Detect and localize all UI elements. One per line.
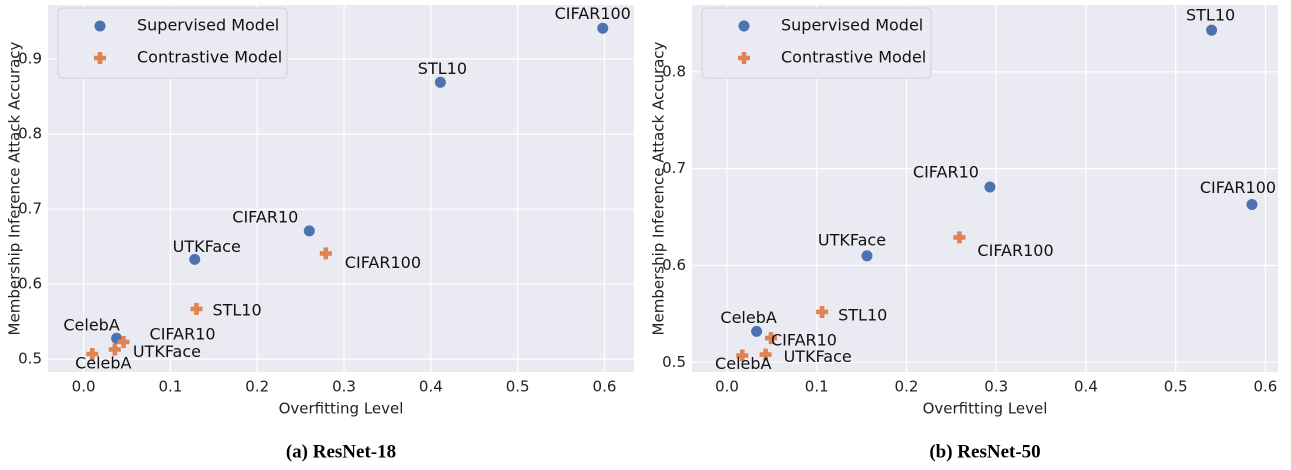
point xyxy=(984,181,996,193)
point xyxy=(816,305,829,318)
point-label: CelebA xyxy=(63,316,119,335)
x-tick-label: 0.1 xyxy=(158,378,182,396)
point-label: STL10 xyxy=(1186,6,1235,25)
y-tick-label: 0.9 xyxy=(18,50,42,68)
x-tick-label: 0.2 xyxy=(895,378,919,396)
point xyxy=(759,348,772,361)
point xyxy=(189,253,201,265)
x-tick-label: 0.4 xyxy=(1074,378,1098,396)
y-tick-label: 0.7 xyxy=(662,159,686,177)
x-axis-label: Overfitting Level xyxy=(279,400,404,418)
point xyxy=(751,325,763,337)
y-tick-label: 0.7 xyxy=(18,200,42,218)
legend-label: Supervised Model xyxy=(781,16,923,35)
y-axis-label: Membership Inference Attack Accuracy xyxy=(650,41,668,335)
x-axis-label: Overfitting Level xyxy=(923,400,1048,418)
point-label: UTKFace xyxy=(784,347,852,366)
point-label: CIFAR100 xyxy=(555,4,631,23)
point xyxy=(736,349,749,362)
point-label: CIFAR100 xyxy=(977,241,1053,260)
point xyxy=(303,225,315,237)
x-tick-label: 0.5 xyxy=(1164,378,1188,396)
y-axis-label: Membership Inference Attack Accuracy xyxy=(6,41,24,335)
x-tick-label: 0.3 xyxy=(332,378,356,396)
point-label: STL10 xyxy=(838,305,887,324)
point xyxy=(190,302,203,315)
y-tick-label: 0.6 xyxy=(18,275,42,293)
x-tick-label: 0.0 xyxy=(72,378,96,396)
point xyxy=(953,231,966,244)
point xyxy=(764,332,777,345)
x-tick-label: 0.0 xyxy=(715,378,739,396)
y-tick-label: 0.8 xyxy=(662,62,686,80)
point xyxy=(861,250,873,262)
point-label: CIFAR100 xyxy=(345,253,421,272)
point-label: CelebA xyxy=(720,308,776,327)
point xyxy=(1206,24,1218,36)
x-tick-label: 0.6 xyxy=(593,378,617,396)
y-tick-label: 0.8 xyxy=(18,125,42,143)
point xyxy=(86,347,99,360)
x-tick-label: 0.1 xyxy=(805,378,829,396)
x-tick-label: 0.4 xyxy=(419,378,443,396)
point xyxy=(319,247,332,260)
y-tick-label: 0.5 xyxy=(18,350,42,368)
legend-marker xyxy=(738,20,750,32)
legend-marker xyxy=(94,52,106,64)
y-tick-label: 0.5 xyxy=(662,353,686,371)
point-label: CelebA xyxy=(75,353,131,372)
x-tick-label: 0.3 xyxy=(984,378,1008,396)
legend-marker xyxy=(738,52,750,64)
point-label: CIFAR10 xyxy=(150,324,216,343)
point-label: UTKFace xyxy=(173,237,241,256)
legend-label: Contrastive Model xyxy=(781,48,926,67)
point-label: UTKFace xyxy=(818,230,886,249)
point-label: CIFAR10 xyxy=(913,163,979,182)
caption: (a) ResNet-18 xyxy=(286,441,396,462)
point xyxy=(117,335,130,348)
point-label: CIFAR10 xyxy=(232,207,298,226)
point xyxy=(597,22,609,34)
point-label: UTKFace xyxy=(133,342,201,361)
point xyxy=(1246,198,1258,210)
legend-label: Supervised Model xyxy=(137,16,279,35)
y-tick-label: 0.6 xyxy=(662,256,686,274)
x-tick-label: 0.2 xyxy=(245,378,269,396)
point-label: STL10 xyxy=(212,300,261,319)
point-label: CIFAR100 xyxy=(1200,178,1276,197)
point-label: CIFAR10 xyxy=(771,331,837,350)
legend-box xyxy=(701,7,932,79)
legend-box xyxy=(57,7,288,79)
x-tick-label: 0.5 xyxy=(506,378,530,396)
legend-label: Contrastive Model xyxy=(137,48,282,67)
point xyxy=(434,76,446,88)
point xyxy=(108,343,121,356)
legend-marker xyxy=(94,20,106,32)
point-label: CelebA xyxy=(715,354,771,373)
x-tick-label: 0.6 xyxy=(1254,378,1278,396)
point-label: STL10 xyxy=(418,59,467,78)
caption: (b) ResNet-50 xyxy=(929,441,1040,462)
